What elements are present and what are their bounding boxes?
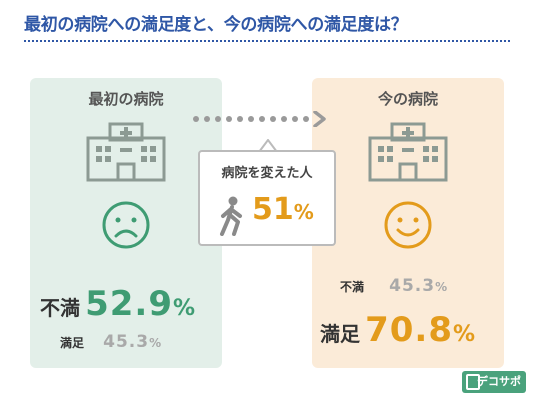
logo-icon [466,374,480,390]
current-hospital-title: 今の病院 [377,90,438,108]
first-hospital-dissatisfied: 不満 52.9% [40,284,196,324]
dotted-arrow-icon [193,111,326,127]
callout-box: 病院を変えた人 51% [198,150,336,246]
current-hospital-satisfied: 満足 70.8% [320,310,476,350]
dissatisfied-label: 不満 [40,296,80,320]
walking-person-icon [220,196,242,236]
satisfied-value: 70.8% [365,310,477,350]
current-hospital-dissatisfied: 不満 45.3% [340,276,448,296]
hospital-icon [368,122,448,182]
title-underline [24,40,510,42]
satisfied-value: 45.3% [103,332,163,352]
satisfied-label: 満足 [60,336,85,350]
first-hospital-panel: 最初の病院 不満 52.9% 満足 45.3% [30,78,222,368]
callout-value: 51% [252,192,314,227]
satisfied-label: 満足 [320,322,360,346]
brand-logo: デコサポ [462,371,526,393]
smile-face-icon [384,201,432,249]
dissatisfied-value: 52.9% [85,284,197,324]
first-hospital-title: 最初の病院 [88,90,164,108]
dissatisfied-label: 不満 [340,280,365,294]
hospital-icon [86,122,166,182]
logo-text: デコサポ [477,375,521,388]
callout-pointer [258,139,278,153]
current-hospital-panel: 今の病院 不満 45.3% 満足 70.8% [312,78,504,368]
dissatisfied-value: 45.3% [389,276,449,296]
first-hospital-satisfied: 満足 45.3% [60,332,162,352]
callout-label: 病院を変えた人 [221,166,313,181]
sad-face-icon [102,201,150,249]
page-title: 最初の病院への満足度と、今の病院への満足度は？ [24,15,408,35]
